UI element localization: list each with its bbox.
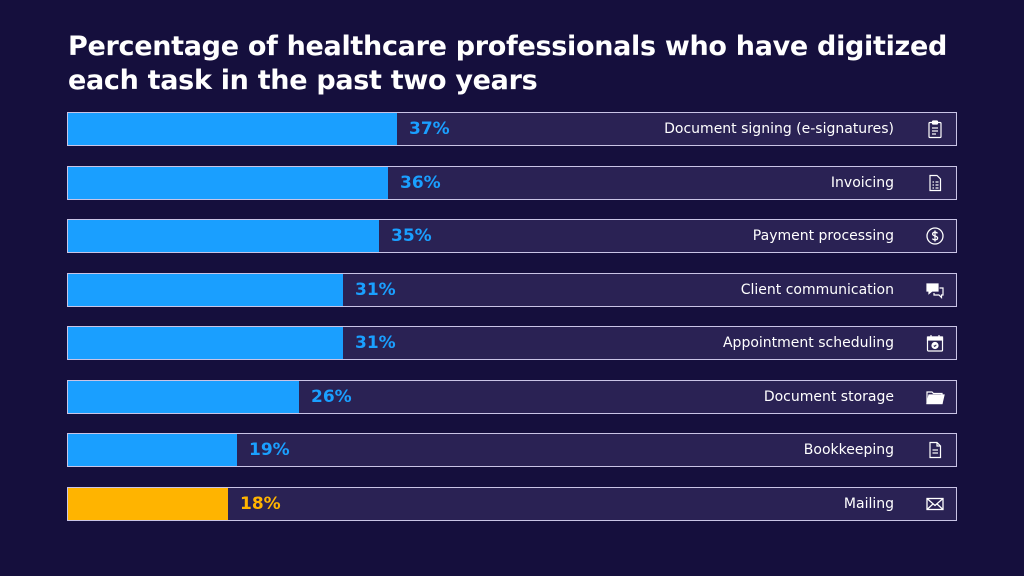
bar-value-label: 37% (409, 119, 450, 139)
bar (68, 273, 343, 306)
category-label: Mailing (843, 495, 894, 512)
dollar-coin-icon (925, 226, 945, 246)
bar-value-label: 26% (311, 386, 352, 407)
calendar-check-icon (925, 333, 945, 353)
chat-bubbles-icon (925, 280, 945, 300)
bar-value-label: 18% (240, 493, 281, 514)
envelope-icon (925, 494, 945, 514)
document-icon (925, 440, 945, 460)
bar (68, 434, 237, 466)
bar-row: 19% Bookkeeping (67, 433, 957, 467)
bar (68, 380, 299, 413)
bar-row: 36% Invoicing (67, 165, 957, 200)
bar-value-label: 19% (249, 440, 290, 460)
category-label: Document storage (763, 388, 894, 405)
bar-row: 31% Appointment scheduling (67, 326, 957, 360)
bar-row: 26% Document storage (67, 379, 957, 414)
bar-row: 31% Client communication (67, 272, 957, 307)
bar (68, 166, 388, 199)
bar-row: 18% Mailing (67, 486, 957, 521)
bar (68, 220, 379, 252)
category-label: Document signing (e-signatures) (664, 121, 894, 137)
category-label: Client communication (740, 281, 894, 298)
bar-row: 35% Payment processing (67, 219, 957, 253)
category-label: Bookkeeping (803, 442, 894, 458)
folder-icon (925, 387, 945, 407)
bar-value-label: 31% (355, 279, 396, 300)
category-label: Payment processing (752, 228, 894, 244)
bar-value-label: 31% (355, 333, 396, 353)
bar-value-label: 35% (391, 226, 432, 246)
bar (68, 113, 397, 145)
clipboard-icon (925, 119, 945, 139)
bar (68, 487, 228, 520)
bar (68, 327, 343, 359)
chart-title: Percentage of healthcare professionals w… (68, 31, 948, 96)
category-label: Invoicing (830, 174, 894, 191)
bar-chart: 37% Document signing (e-signatures) 36% Inv… (67, 112, 957, 540)
invoice-icon (925, 173, 945, 193)
category-label: Appointment scheduling (722, 335, 894, 351)
bar-row: 37% Document signing (e-signatures) (67, 112, 957, 146)
bar-value-label: 36% (400, 172, 441, 193)
